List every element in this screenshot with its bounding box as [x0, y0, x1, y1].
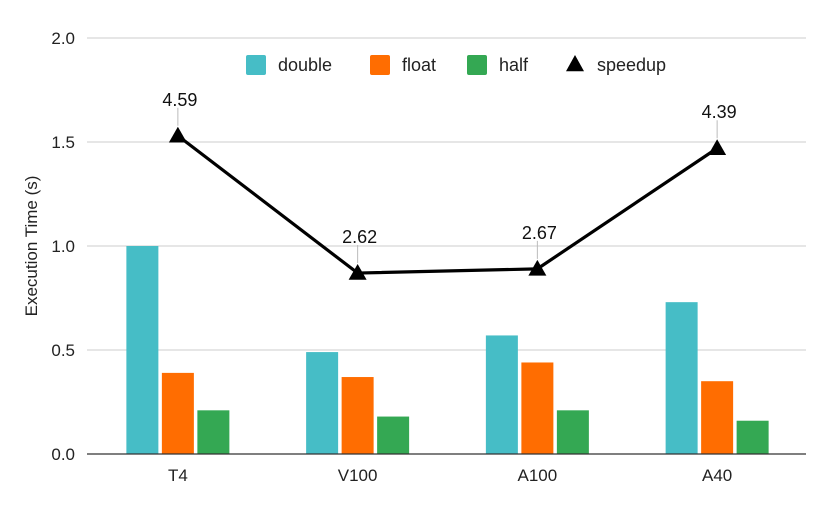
bar-double-T4	[126, 246, 159, 454]
bar-double-V100	[306, 352, 339, 454]
x-tick-label: T4	[168, 466, 188, 485]
legend-swatch	[467, 55, 487, 75]
bar-half-T4	[197, 410, 230, 454]
x-tick-label: A100	[518, 466, 558, 485]
bars	[126, 246, 769, 454]
speedup-data-label: 2.67	[522, 223, 557, 243]
y-tick-label: 1.5	[51, 133, 75, 152]
speedup-series: 4.59 2.62 2.67 4.39	[162, 90, 737, 280]
bar-double-A100	[485, 335, 518, 454]
y-tick-label: 0.5	[51, 341, 75, 360]
bar-float-A100	[521, 362, 554, 454]
legend-triangle-icon	[566, 55, 584, 72]
legend-swatch	[246, 55, 266, 75]
speedup-line	[176, 134, 719, 275]
y-axis-ticks: 0.0 0.5 1.0 1.5 2.0	[51, 29, 75, 464]
y-tick-label: 1.0	[51, 237, 75, 256]
grid-lines	[87, 37, 806, 351]
bar-half-A40	[736, 420, 769, 454]
legend-item-speedup: speedup	[566, 55, 666, 75]
legend-item-float: float	[370, 55, 436, 75]
bar-float-V100	[341, 377, 374, 454]
speedup-data-label: 2.62	[342, 227, 377, 247]
y-axis-label: Execution Time (s)	[22, 176, 41, 317]
bar-half-V100	[377, 416, 410, 454]
bar-float-T4	[161, 372, 194, 454]
bar-double-A40	[665, 302, 698, 454]
legend-label: half	[499, 55, 529, 75]
speedup-data-label: 4.39	[702, 102, 737, 122]
legend-item-half: half	[467, 55, 529, 75]
legend-label: double	[278, 55, 332, 75]
speedup-marker	[348, 264, 367, 280]
legend-swatch	[370, 55, 390, 75]
x-axis-ticks: T4 V100 A100 A40	[168, 466, 732, 485]
bar-float-A40	[701, 381, 734, 454]
speedup-marker	[708, 139, 727, 155]
y-tick-label: 2.0	[51, 29, 75, 48]
x-tick-label: V100	[338, 466, 378, 485]
x-tick-label: A40	[702, 466, 732, 485]
bar-half-A100	[556, 410, 589, 454]
speedup-marker	[168, 126, 187, 143]
legend: double float half speedup	[246, 55, 666, 75]
speedup-data-label: 4.59	[162, 90, 197, 110]
legend-label: speedup	[597, 55, 666, 75]
y-tick-label: 0.0	[51, 445, 75, 464]
legend-item-double: double	[246, 55, 332, 75]
speedup-marker	[528, 259, 547, 276]
legend-label: float	[402, 55, 436, 75]
